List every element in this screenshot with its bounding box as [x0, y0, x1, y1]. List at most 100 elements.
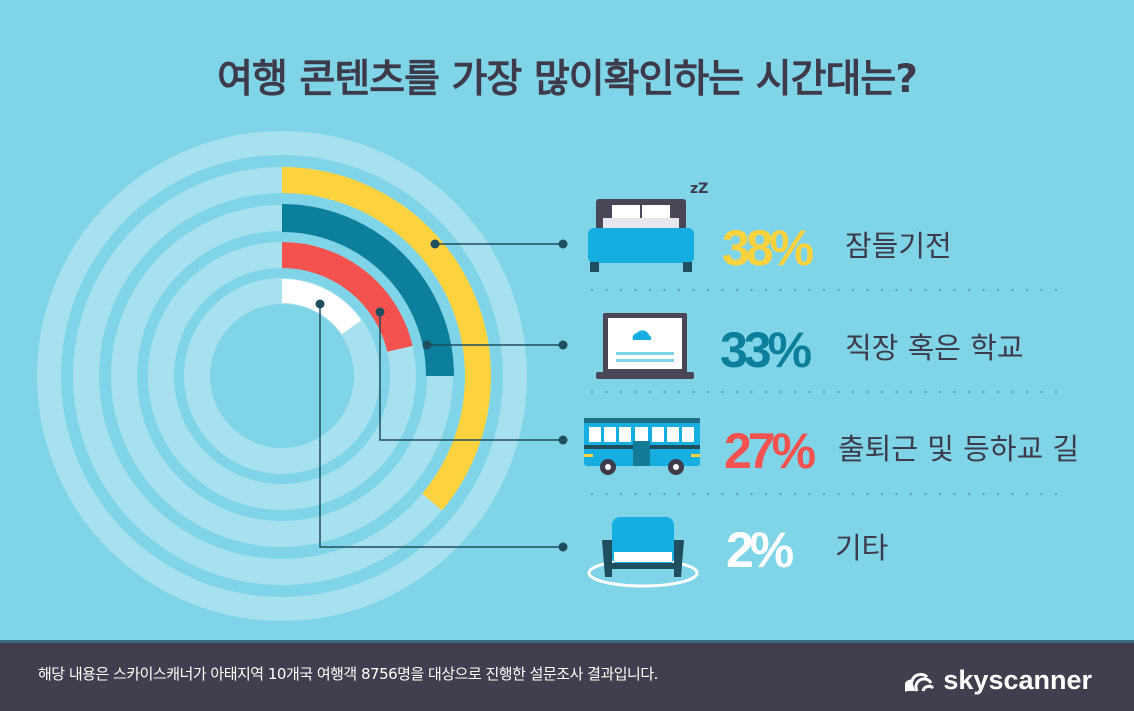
- divider-dot: [707, 289, 709, 291]
- divider-dot: [663, 493, 666, 495]
- divider-dot: [750, 391, 753, 393]
- divider-dot: [997, 493, 999, 495]
- divider-dot: [794, 391, 796, 393]
- divider-dot: [866, 391, 869, 393]
- page-title: 여행 콘텐츠를 가장 많이확인하는 시간대는?: [217, 57, 918, 102]
- divider-dot: [1040, 391, 1043, 393]
- divider-dot: [721, 493, 724, 495]
- divider-dot: [924, 493, 927, 495]
- category-label-3: 기타: [835, 531, 889, 565]
- radial-bar-2: [281, 242, 413, 353]
- divider-dot: [1040, 289, 1043, 291]
- divider-dot: [634, 493, 637, 495]
- divider-dot: [837, 391, 840, 393]
- divider-dot: [997, 391, 999, 393]
- divider-dot: [591, 493, 593, 495]
- divider-dot: [765, 391, 767, 393]
- divider-dot: [750, 289, 753, 291]
- divider-dot: [649, 493, 651, 495]
- divider-dot: [779, 289, 782, 291]
- divider-dot: [866, 493, 869, 495]
- divider-dot: [663, 391, 666, 393]
- divider-dot: [881, 289, 883, 291]
- bus-icon: [584, 418, 700, 475]
- divider-dot: [881, 493, 883, 495]
- divider-dot: [968, 289, 970, 291]
- divider-dot: [634, 391, 637, 393]
- divider-dot: [649, 391, 651, 393]
- category-label-2: 출퇴근 및 등하교 길: [838, 432, 1080, 466]
- cloud-icon: [905, 672, 935, 692]
- divider-dot: [808, 391, 811, 393]
- sleep-zz: zZ: [690, 181, 708, 197]
- divider-dot: [1040, 493, 1043, 495]
- armchair-icon: [587, 517, 699, 588]
- value-label-2: 27%: [724, 423, 816, 479]
- divider-dot: [707, 493, 709, 495]
- leader-dot: [558, 435, 568, 445]
- divider-dot: [1011, 391, 1014, 393]
- divider-dot: [910, 391, 912, 393]
- divider-dot: [910, 493, 912, 495]
- divider-dot: [692, 391, 695, 393]
- leader-dot: [558, 340, 568, 350]
- divider-dot: [765, 493, 767, 495]
- footer: 해당 내용은 스카이스캐너가 아태지역 10개국 여행객 8756명을 대상으로…: [0, 640, 1134, 711]
- divider-dot: [605, 493, 608, 495]
- divider-dot: [953, 391, 956, 393]
- divider-dot: [982, 391, 985, 393]
- laptop-icon: [596, 313, 694, 379]
- divider-dot: [605, 289, 608, 291]
- leader-dot: [422, 340, 432, 350]
- divider-dot: [895, 391, 898, 393]
- logo-text: skyscanner: [943, 665, 1092, 695]
- divider-dot: [692, 493, 695, 495]
- survey-note: 해당 내용은 스카이스캐너가 아태지역 10개국 여행객 8756명을 대상으로…: [38, 665, 658, 683]
- divider-dot: [620, 289, 622, 291]
- divider-dot: [692, 289, 695, 291]
- value-label-3: 2%: [726, 522, 794, 578]
- divider-dot: [939, 493, 941, 495]
- divider-dot: [1055, 391, 1057, 393]
- divider-dot: [1026, 289, 1028, 291]
- divider-dot: [1011, 493, 1014, 495]
- divider-dot: [837, 493, 840, 495]
- divider-dot: [968, 391, 970, 393]
- divider-dot: [634, 289, 637, 291]
- leader-dot: [430, 239, 440, 249]
- divider-dot: [721, 391, 724, 393]
- divider-dot: [1026, 391, 1028, 393]
- divider-dot: [779, 493, 782, 495]
- leader-line-2: [379, 312, 563, 441]
- divider-dot: [707, 391, 709, 393]
- divider-dot: [823, 493, 825, 495]
- divider-dot: [663, 289, 666, 291]
- divider-dot: [1055, 493, 1057, 495]
- divider-dot: [678, 493, 680, 495]
- divider-dot: [997, 289, 999, 291]
- divider-dot: [591, 289, 593, 291]
- divider-dot: [808, 289, 811, 291]
- divider-dot: [1026, 493, 1028, 495]
- divider-dot: [895, 289, 898, 291]
- divider-dot: [866, 289, 869, 291]
- divider-dot: [852, 289, 854, 291]
- leader-dot: [375, 307, 385, 317]
- radial-bar-3: [281, 279, 362, 335]
- divider-dot: [982, 493, 985, 495]
- divider-dot: [736, 493, 738, 495]
- bed-icon: zZ: [588, 181, 708, 272]
- divider-dot: [895, 493, 898, 495]
- divider-dot: [939, 391, 941, 393]
- divider-dot: [881, 391, 883, 393]
- divider-dot: [982, 289, 985, 291]
- skyscanner-logo: skyscanner: [905, 665, 1092, 696]
- radial-bar-1: [281, 204, 454, 377]
- divider-dot: [765, 289, 767, 291]
- divider-dot: [794, 493, 796, 495]
- divider-dot: [852, 493, 854, 495]
- divider-dot: [910, 289, 912, 291]
- divider-dot: [736, 289, 738, 291]
- divider-dot: [736, 391, 738, 393]
